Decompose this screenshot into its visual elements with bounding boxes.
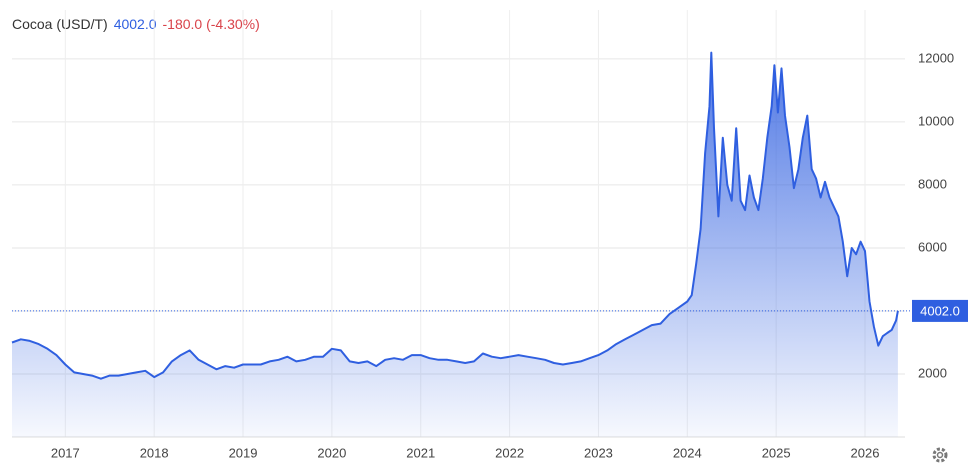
x-tick-label: 2018 xyxy=(140,445,169,460)
x-tick-label: 2026 xyxy=(851,445,880,460)
last-price-box xyxy=(912,299,968,322)
x-tick-label: 2021 xyxy=(406,445,435,460)
price-change: -180.0 (-4.30%) xyxy=(162,16,260,32)
y-tick-label: 2000 xyxy=(918,365,947,380)
area-fill xyxy=(12,52,898,437)
chart-title: Cocoa (USD/T) xyxy=(12,16,108,32)
x-tick-label: 2024 xyxy=(673,445,702,460)
x-tick-label: 2023 xyxy=(584,445,613,460)
x-tick-label: 2025 xyxy=(762,445,791,460)
last-price: 4002.0 xyxy=(113,16,157,32)
header: Cocoa (USD/T) 4002.0 -180.0 (-4.30%) xyxy=(12,16,266,32)
price-line xyxy=(11,51,899,380)
last-price-label: 4002.0 xyxy=(920,303,960,318)
y-tick-label: 8000 xyxy=(918,176,947,191)
x-tick-label: 2019 xyxy=(229,445,258,460)
x-tick-label: 2020 xyxy=(317,445,346,460)
y-tick-label: 10000 xyxy=(918,113,954,128)
y-tick-label: 6000 xyxy=(918,239,947,254)
x-tick-label: 2017 xyxy=(51,445,80,460)
y-tick-label: 12000 xyxy=(918,50,954,65)
settings-icon[interactable] xyxy=(932,447,948,463)
x-tick-label: 2022 xyxy=(495,445,524,460)
